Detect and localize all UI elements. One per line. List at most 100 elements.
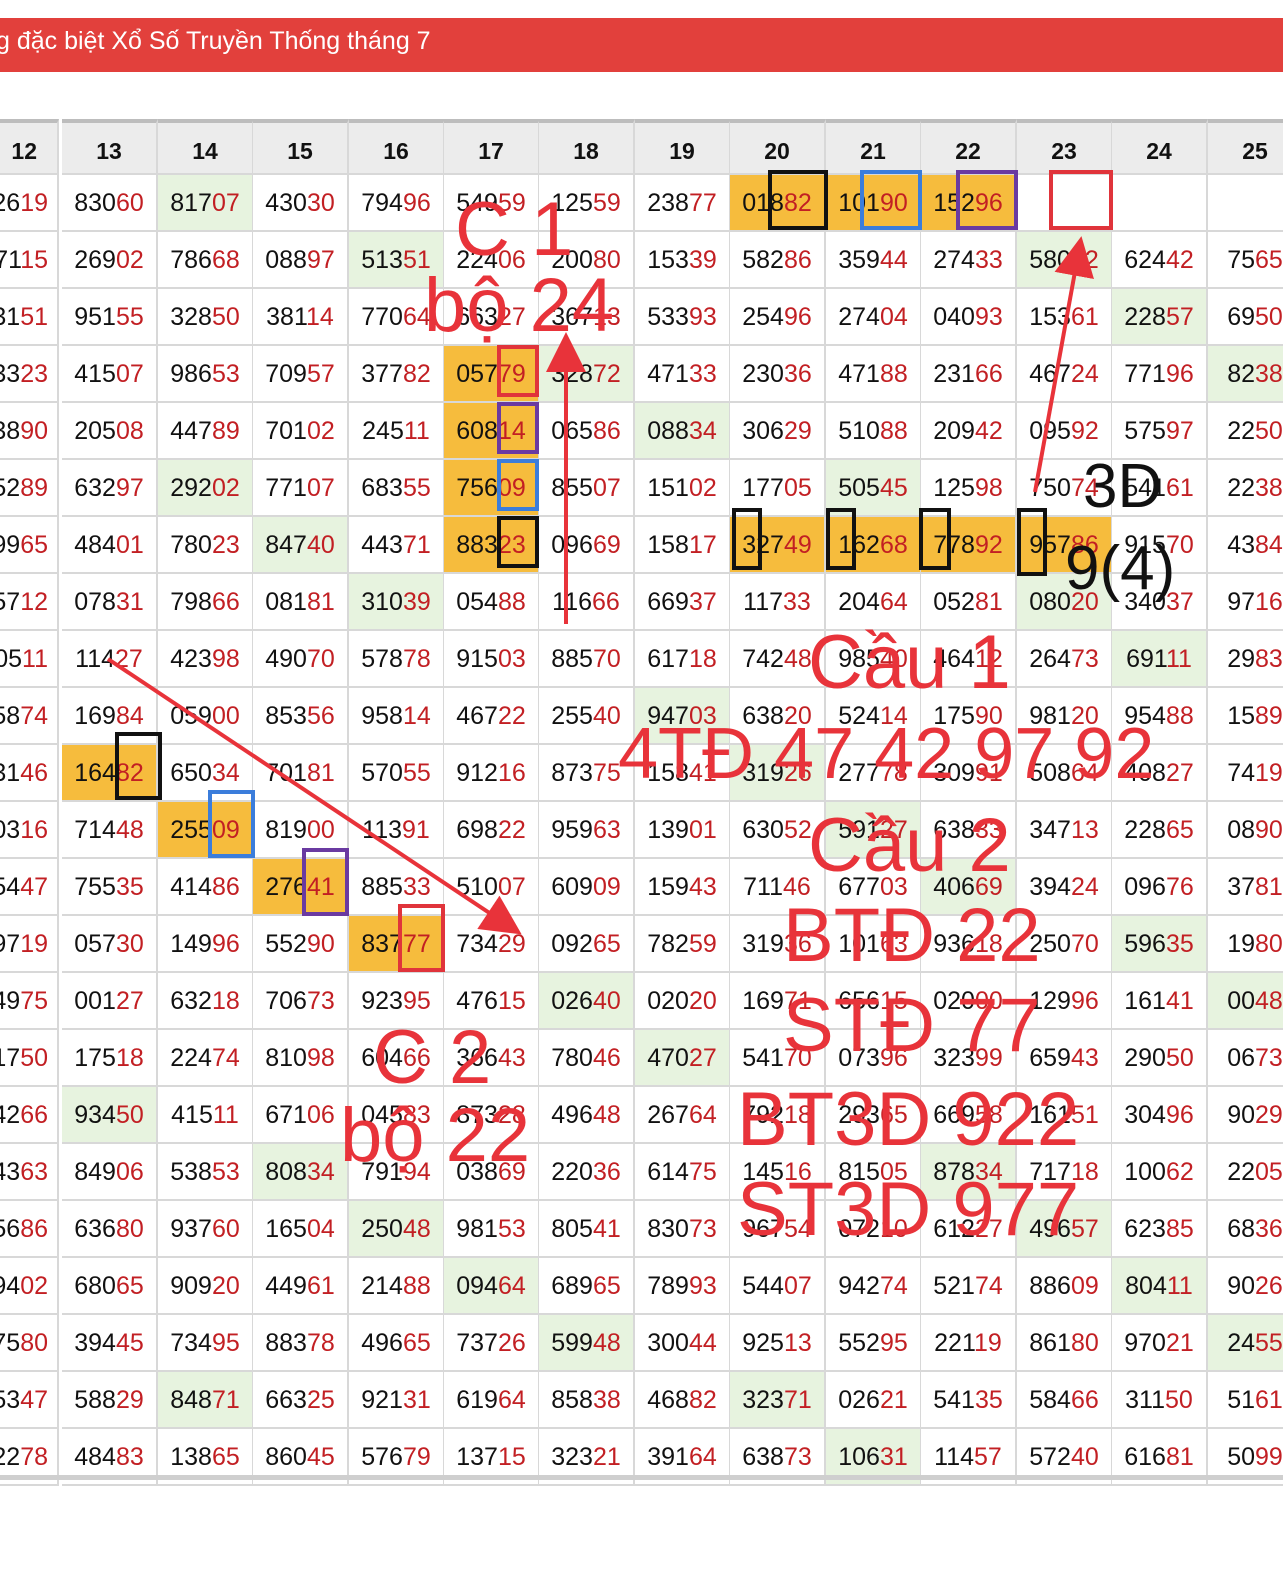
result-cell: 79866 [158,574,254,631]
number-last-two-digits: 50 [1255,303,1283,331]
number-prefix: 49 [0,987,21,1015]
number-prefix: 300 [647,1329,689,1357]
number-last-two-digits: 16 [783,1158,812,1186]
number-last-two-digits: 65 [402,1329,431,1357]
result-cell: 75609 [444,460,540,517]
number-last-two-digits: 47 [20,873,48,901]
number-last-two-digits: 45 [306,1443,335,1471]
number-prefix: 311 [1125,1386,1166,1414]
result-cell: 05281 [921,574,1017,631]
number-prefix: 792 [742,1101,784,1129]
number-prefix: 059 [170,702,212,730]
result-cell: 05900 [158,688,254,745]
number-last-two-digits: 78 [879,759,908,787]
number-prefix: 414 [170,873,212,901]
number-prefix: 22 [0,1443,21,1471]
result-cell: 96754 [730,1201,826,1258]
number-prefix: 205 [74,417,116,445]
result-cell: 04093 [921,289,1017,346]
number-prefix: 040 [933,303,975,331]
number-last-two-digits: 74 [211,1044,240,1072]
result-cell: 85356 [253,688,349,745]
number-last-two-digits: 40 [1070,1443,1099,1471]
number-prefix: 604 [361,1044,403,1072]
number-prefix: 264 [1029,645,1071,673]
number-last-two-digits: 92 [974,531,1003,559]
result-cell: 77892 [921,517,1017,574]
number-prefix: 68 [1227,1215,1255,1243]
number-last-two-digits: 15 [20,246,48,274]
number-last-two-digits: 43 [497,1044,526,1072]
number-prefix: 619 [456,1386,498,1414]
number-last-two-digits: 07 [306,474,335,502]
result-cell: 88570 [539,631,635,688]
number-prefix: 42 [0,1101,21,1129]
number-last-two-digits: 65 [879,1101,908,1129]
number-prefix: 367 [551,303,593,331]
number-last-two-digits: 23 [497,531,526,559]
result-cell: 3890 [0,403,59,460]
result-cell: 87375 [539,745,635,802]
number-last-two-digits: 07 [211,189,240,217]
number-last-two-digits: 89 [1255,702,1283,730]
number-prefix: 636 [74,1215,116,1243]
number-last-two-digits: 96 [1070,987,1099,1015]
number-prefix: 886 [1029,1272,1071,1300]
result-cell: 44961 [253,1258,349,1315]
number-last-two-digits: 33 [688,360,717,388]
number-prefix: 638 [742,1443,784,1471]
result-cell: 84740 [253,517,349,574]
number-last-two-digits: 50 [1165,1044,1194,1072]
number-prefix: 057 [456,360,498,388]
result-cell: 4363 [0,1144,59,1201]
result-cell: 88533 [349,859,445,916]
number-last-two-digits: 59 [497,189,526,217]
result-cell: 24511 [349,403,445,460]
number-last-two-digits: 35 [974,1386,1003,1414]
number-prefix: 883 [265,1329,307,1357]
number-last-two-digits: 36 [1255,1215,1283,1243]
number-last-two-digits: 21 [879,1386,908,1414]
number-last-two-digits: 18 [211,987,240,1015]
number-prefix: 088 [265,246,307,274]
column-header: 19 [635,119,731,175]
result-cell: 87834 [921,1144,1017,1201]
number-last-two-digits: 93 [974,303,1003,331]
number-last-two-digits: 31 [402,1386,431,1414]
number-last-two-digits: 05 [783,474,812,502]
number-prefix: 510 [456,873,498,901]
number-last-two-digits: 16 [20,816,48,844]
number-last-two-digits: 01 [115,531,144,559]
result-cell: 98540 [826,631,922,688]
number-last-two-digits: 18 [974,930,1003,958]
number-last-two-digits: 00 [974,987,1003,1015]
number-last-two-digits: 91 [402,816,430,844]
number-prefix: 71 [0,246,21,274]
result-cell: 51088 [826,403,922,460]
result-cell: 32850 [158,289,254,346]
number-prefix: 74 [1227,759,1255,787]
result-cell: 93450 [62,1087,158,1144]
result-cell: 58032 [1017,232,1113,289]
result-cell: 06586 [539,403,635,460]
number-prefix: 915 [1124,531,1166,559]
number-prefix: 683 [361,474,403,502]
result-cell: 0316 [0,802,59,859]
result-cell: 74248 [730,631,826,688]
result-cell: 49070 [253,631,349,688]
number-last-two-digits: 61 [1165,474,1194,502]
number-prefix: 669 [933,1101,975,1129]
number-prefix: 837 [361,930,403,958]
result-cell: 15361 [1017,289,1113,346]
number-prefix: 073 [838,1044,880,1072]
number-last-two-digits: 78 [306,1329,335,1357]
result-cell: 60466 [349,1030,445,1087]
number-prefix: 663 [456,303,498,331]
number-prefix: 292 [170,474,212,502]
number-prefix: 521 [933,1272,975,1300]
number-last-two-digits: 20 [211,1272,240,1300]
result-cell: 15841 [635,745,731,802]
number-prefix: 616 [1124,1443,1166,1471]
result-cell: 08181 [253,574,349,631]
